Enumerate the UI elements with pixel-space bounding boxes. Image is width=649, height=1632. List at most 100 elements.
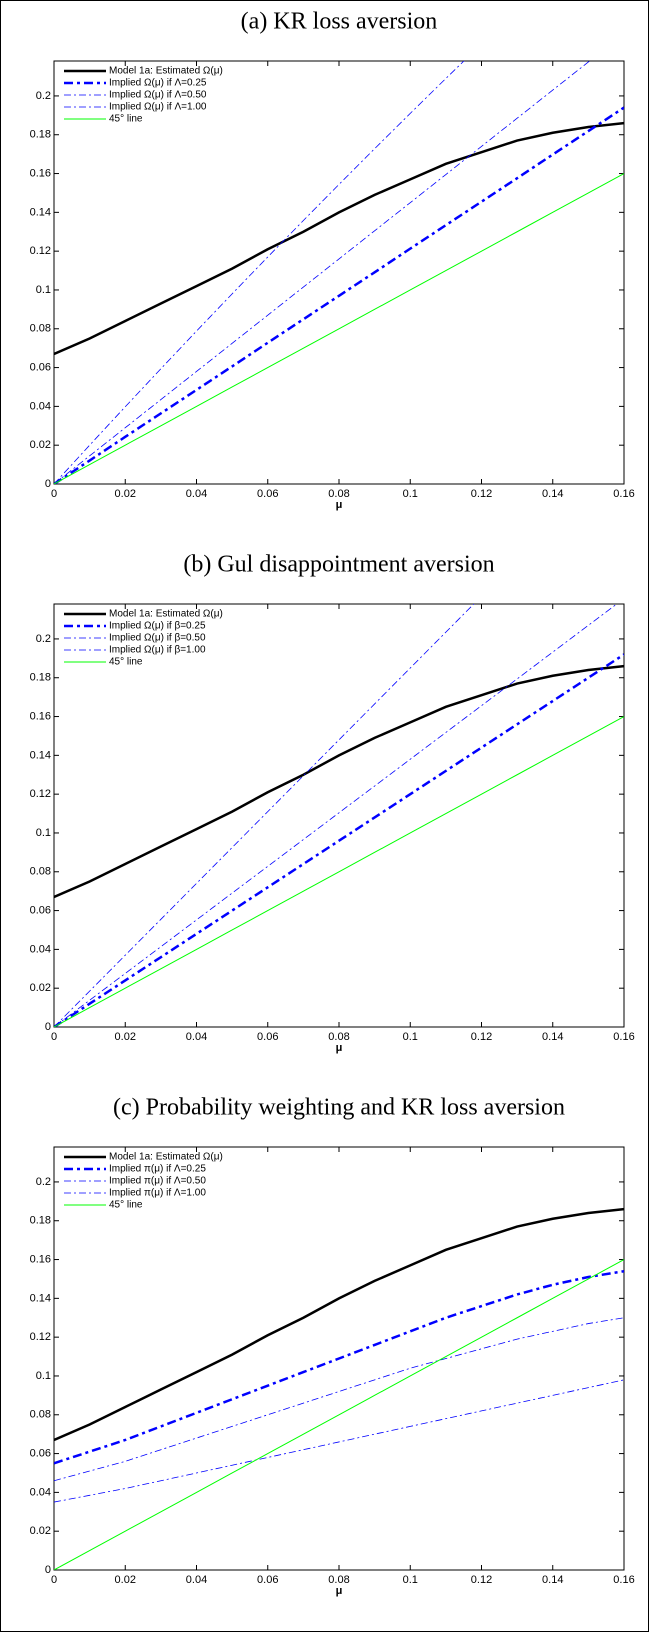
x-tick-label: 0.14 [542,488,563,500]
series-line [54,1259,624,1570]
x-tick-label: 0.16 [613,488,634,500]
y-tick-label: 0.12 [30,788,51,800]
series-group [54,61,624,484]
series-line [54,61,465,484]
legend-label: Model 1a: Estimated Ω(μ) [109,1152,223,1163]
legend-label: Implied π(μ) if Λ=0.50 [109,1176,206,1187]
legend-label: 45° line [109,114,143,125]
series-line [54,106,624,484]
y-tick-label: 0.06 [30,1447,51,1459]
legend-label: Implied π(μ) if Λ=1.00 [109,1188,206,1199]
y-tick-label: 0.06 [30,361,51,373]
series-line [54,716,624,1027]
y-tick-label: 0.16 [30,167,51,179]
y-tick-label: 0.02 [30,1525,51,1537]
x-tick-label: 0.12 [471,1031,492,1043]
y-tick-label: 0.04 [30,400,51,412]
panel: (a) KR loss aversion 0 0.02 0.04 0.06 0.08 0.1… [30,9,635,511]
y-tick-label: 0.18 [30,1215,51,1227]
y-tick-label: 0.1 [36,284,51,296]
legend-label: 45° line [109,657,143,668]
x-tick-label: 0.1 [403,1031,418,1043]
x-tick-label: 0.08 [328,1031,349,1043]
y-tick-label: 0.04 [30,1486,51,1498]
y-tick-label: 0 [45,478,51,490]
y-tick-label: 0.16 [30,1253,51,1265]
y-tick-label: 0.2 [36,633,51,645]
legend-label: 45° line [109,1200,143,1211]
x-tick-label: 0.14 [542,1031,563,1043]
legend-label: Implied Ω(μ) if Λ=1.00 [109,102,207,113]
x-axis-label: μ [336,1585,343,1597]
y-tick-label: 0.14 [30,206,51,218]
x-tick-label: 0.02 [115,1574,136,1586]
x-tick-label: 0.12 [471,1574,492,1586]
x-tick-label: 0.16 [613,1574,634,1586]
y-tick-label: 0.02 [30,439,51,451]
legend-label: Implied Ω(μ) if Λ=0.50 [109,90,207,101]
y-tick-label: 0.02 [30,982,51,994]
y-tick-label: 0 [45,1564,51,1576]
series-line [54,1317,624,1482]
legend-label: Model 1a: Estimated Ω(μ) [109,66,223,77]
series-line [54,61,591,484]
y-tick-label: 0.2 [36,90,51,102]
series-group [54,1207,624,1570]
y-tick-label: 0.08 [30,323,51,335]
y-tick-label: 0 [45,1021,51,1033]
y-tick-label: 0.12 [30,245,51,257]
x-tick-label: 0.04 [186,1031,207,1043]
legend-label: Implied Ω(μ) if β=0.25 [109,621,206,632]
x-axis-label: μ [336,499,343,511]
x-tick-label: 0.08 [328,488,349,500]
y-tick-label: 0.04 [30,943,51,955]
legend-label: Model 1a: Estimated Ω(μ) [109,609,223,620]
x-tick-label: 0.06 [257,1031,278,1043]
y-tick-label: 0.18 [30,672,51,684]
x-tick-label: 0.06 [257,488,278,500]
y-tick-label: 0.18 [30,129,51,141]
x-tick-label: 0.12 [471,488,492,500]
legend-label: Implied π(μ) if Λ=0.25 [109,1164,206,1175]
y-tick-label: 0.08 [30,1409,51,1421]
chart-title: (b) Gul disappointment aversion [183,552,494,578]
series-line [54,1379,624,1503]
series-line [54,653,624,1027]
y-tick-label: 0.14 [30,749,51,761]
x-tick-label: 0.04 [186,488,207,500]
x-tick-label: 0.1 [403,488,418,500]
x-tick-label: 0.1 [403,1574,418,1586]
legend-label: Implied Ω(μ) if Λ=0.25 [109,78,207,89]
series-line [54,121,624,356]
x-tick-label: 0 [51,1574,57,1586]
series-line [54,1207,624,1442]
panel: (c) Probability weighting and KR loss av… [30,1095,635,1597]
x-axis-label: μ [336,1042,343,1054]
x-tick-label: 0.14 [542,1574,563,1586]
x-tick-label: 0.04 [186,1574,207,1586]
y-tick-label: 0.1 [36,827,51,839]
series-group [54,604,624,1027]
legend-label: Implied Ω(μ) if β=1.00 [109,645,206,656]
x-tick-label: 0 [51,488,57,500]
y-tick-label: 0.14 [30,1292,51,1304]
chart-title: (c) Probability weighting and KR loss av… [113,1095,565,1121]
x-tick-label: 0.06 [257,1574,278,1586]
x-tick-label: 0.16 [613,1031,634,1043]
chart-title: (a) KR loss aversion [241,9,438,35]
x-tick-label: 0.08 [328,1574,349,1586]
y-tick-label: 0.08 [30,866,51,878]
panel: (b) Gul disappointment aversion 0 0.02 0.04… [30,552,635,1054]
plot-area [53,603,625,1028]
y-tick-label: 0.06 [30,904,51,916]
series-line [54,173,624,484]
y-tick-label: 0.1 [36,1370,51,1382]
series-line [54,1269,624,1465]
x-tick-label: 0.02 [115,488,136,500]
series-line [54,664,624,899]
x-tick-label: 0 [51,1031,57,1043]
y-tick-label: 0.2 [36,1176,51,1188]
series-line [54,604,618,1027]
